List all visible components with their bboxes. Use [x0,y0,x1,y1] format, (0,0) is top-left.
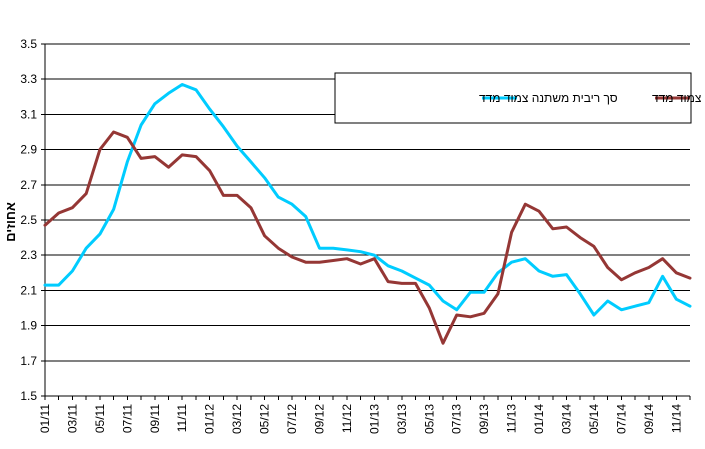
x-tick-label: 03/11 [65,404,79,433]
x-tick-label: 05/14 [587,404,601,434]
x-tick-label: 09/14 [642,404,656,434]
legend-label-variable-rate: סך ריבית משתנה צמוד מדד [479,91,618,105]
x-tick-label: 01/14 [532,404,546,434]
tick-labels: 1.5 1.7 1.9 2.1 2.3 2.5 2.7 2.9 3.1 3.3 3.5 01/11 03… [20,37,683,434]
legend: ריבית קבועה צמוד מדד סך ריבית משתנה צמוד… [334,72,705,124]
y-tick-label: 3.5 [20,37,37,51]
y-tick-label: 2.9 [20,143,37,157]
x-tick-label: 07/13 [450,404,464,434]
legend-label-fixed-rate: ריבית קבועה צמוד מדד [652,91,705,105]
x-tick-label: 03/13 [395,404,409,434]
x-tick-label: 01/12 [203,404,217,434]
x-tick-label: 11/12 [340,404,354,433]
x-tick-label: 03/14 [559,404,573,434]
x-tick-label: 11/11 [175,404,189,433]
y-tick-label: 2.3 [20,248,37,262]
x-tick-label: 09/12 [312,404,326,434]
x-tick-label: 09/11 [148,404,162,433]
x-tick-label: 05/13 [422,404,436,434]
axes [41,43,691,400]
x-tick-label: 11/14 [669,404,683,433]
x-tick-label: 11/13 [505,404,519,433]
series-lines [43,83,692,345]
x-tick-label: 07/11 [120,404,134,433]
y-tick-label: 1.7 [20,354,37,368]
y-tick-label: 2.5 [20,213,37,227]
y-tick-label: 3.1 [20,107,37,121]
x-tick-label: 05/12 [258,404,272,434]
series-line-variable-rate [43,83,692,317]
y-tick-label: 2.7 [20,178,37,192]
x-tick-label: 09/13 [477,404,491,434]
x-tick-label: 01/13 [367,404,381,434]
y-tick-label: 1.5 [20,389,37,403]
y-tick-label: 3.3 [20,72,37,86]
x-tick-label: 01/11 [38,404,52,433]
y-tick-label: 2.1 [20,283,37,297]
x-tick-label: 05/11 [93,404,107,433]
series-line-fixed-rate [43,130,692,345]
x-tick-label: 03/12 [230,404,244,434]
y-tick-label: 1.9 [20,319,37,333]
x-tick-label: 07/12 [285,404,299,434]
x-tick-label: 07/14 [614,404,628,434]
y-axis-title: אחוזים [3,202,18,242]
